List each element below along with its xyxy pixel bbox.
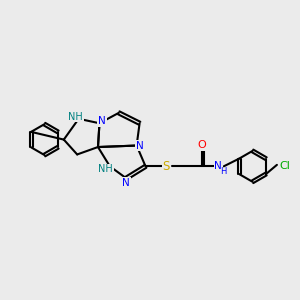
Text: Cl: Cl bbox=[279, 161, 290, 171]
Text: NH: NH bbox=[68, 112, 83, 122]
Text: H: H bbox=[220, 167, 227, 176]
Text: N: N bbox=[214, 161, 222, 171]
Text: O: O bbox=[198, 140, 206, 150]
Text: N: N bbox=[122, 178, 130, 188]
Text: N: N bbox=[136, 140, 144, 151]
Text: S: S bbox=[163, 160, 170, 173]
Text: NH: NH bbox=[98, 164, 113, 174]
Text: N: N bbox=[98, 116, 106, 126]
